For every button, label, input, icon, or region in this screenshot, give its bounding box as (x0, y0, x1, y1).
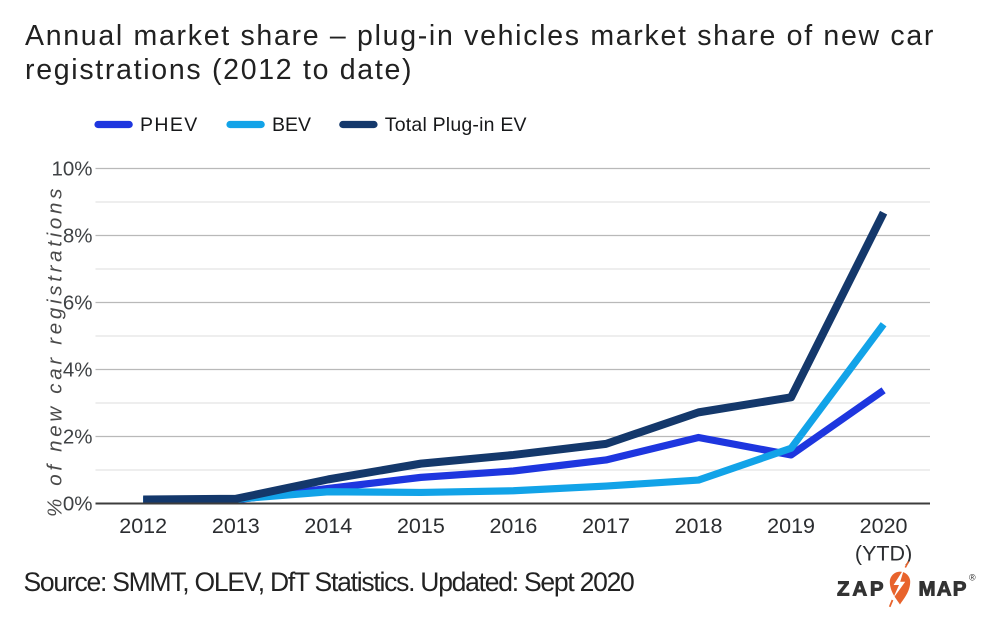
svg-text:2016: 2016 (489, 514, 537, 538)
svg-text:BEV: BEV (272, 114, 311, 136)
svg-text:Source: SMMT, OLEV, DfT Statis: Source: SMMT, OLEV, DfT Statistics. Upda… (24, 567, 635, 597)
svg-text:MAP: MAP (919, 578, 968, 601)
svg-text:2019: 2019 (767, 514, 815, 538)
svg-text:®: ® (969, 573, 976, 583)
svg-text:2015: 2015 (397, 514, 445, 538)
svg-text:Annual market share – plug-in: Annual market share – plug-in vehicles m… (25, 20, 935, 52)
svg-text:2013: 2013 (212, 514, 260, 538)
svg-text:2014: 2014 (304, 514, 352, 538)
svg-text:8%: 8% (63, 225, 93, 248)
svg-text:ZAP: ZAP (837, 578, 886, 601)
svg-text:PHEV: PHEV (140, 114, 199, 136)
svg-text:10%: 10% (51, 158, 92, 181)
svg-text:Total Plug-in EV: Total Plug-in EV (385, 114, 527, 136)
svg-text:(YTD): (YTD) (855, 542, 912, 566)
svg-text:6%: 6% (63, 292, 93, 315)
svg-text:% of new car registrations: % of new car registrations (44, 185, 67, 517)
svg-text:0%: 0% (63, 493, 93, 516)
svg-text:2012: 2012 (119, 514, 167, 538)
svg-text:4%: 4% (63, 359, 93, 382)
svg-text:2%: 2% (63, 426, 93, 449)
svg-text:2020: 2020 (860, 514, 908, 538)
svg-text:registrations (2012 to date): registrations (2012 to date) (25, 54, 413, 86)
svg-text:2017: 2017 (582, 514, 630, 538)
svg-text:2018: 2018 (675, 514, 723, 538)
